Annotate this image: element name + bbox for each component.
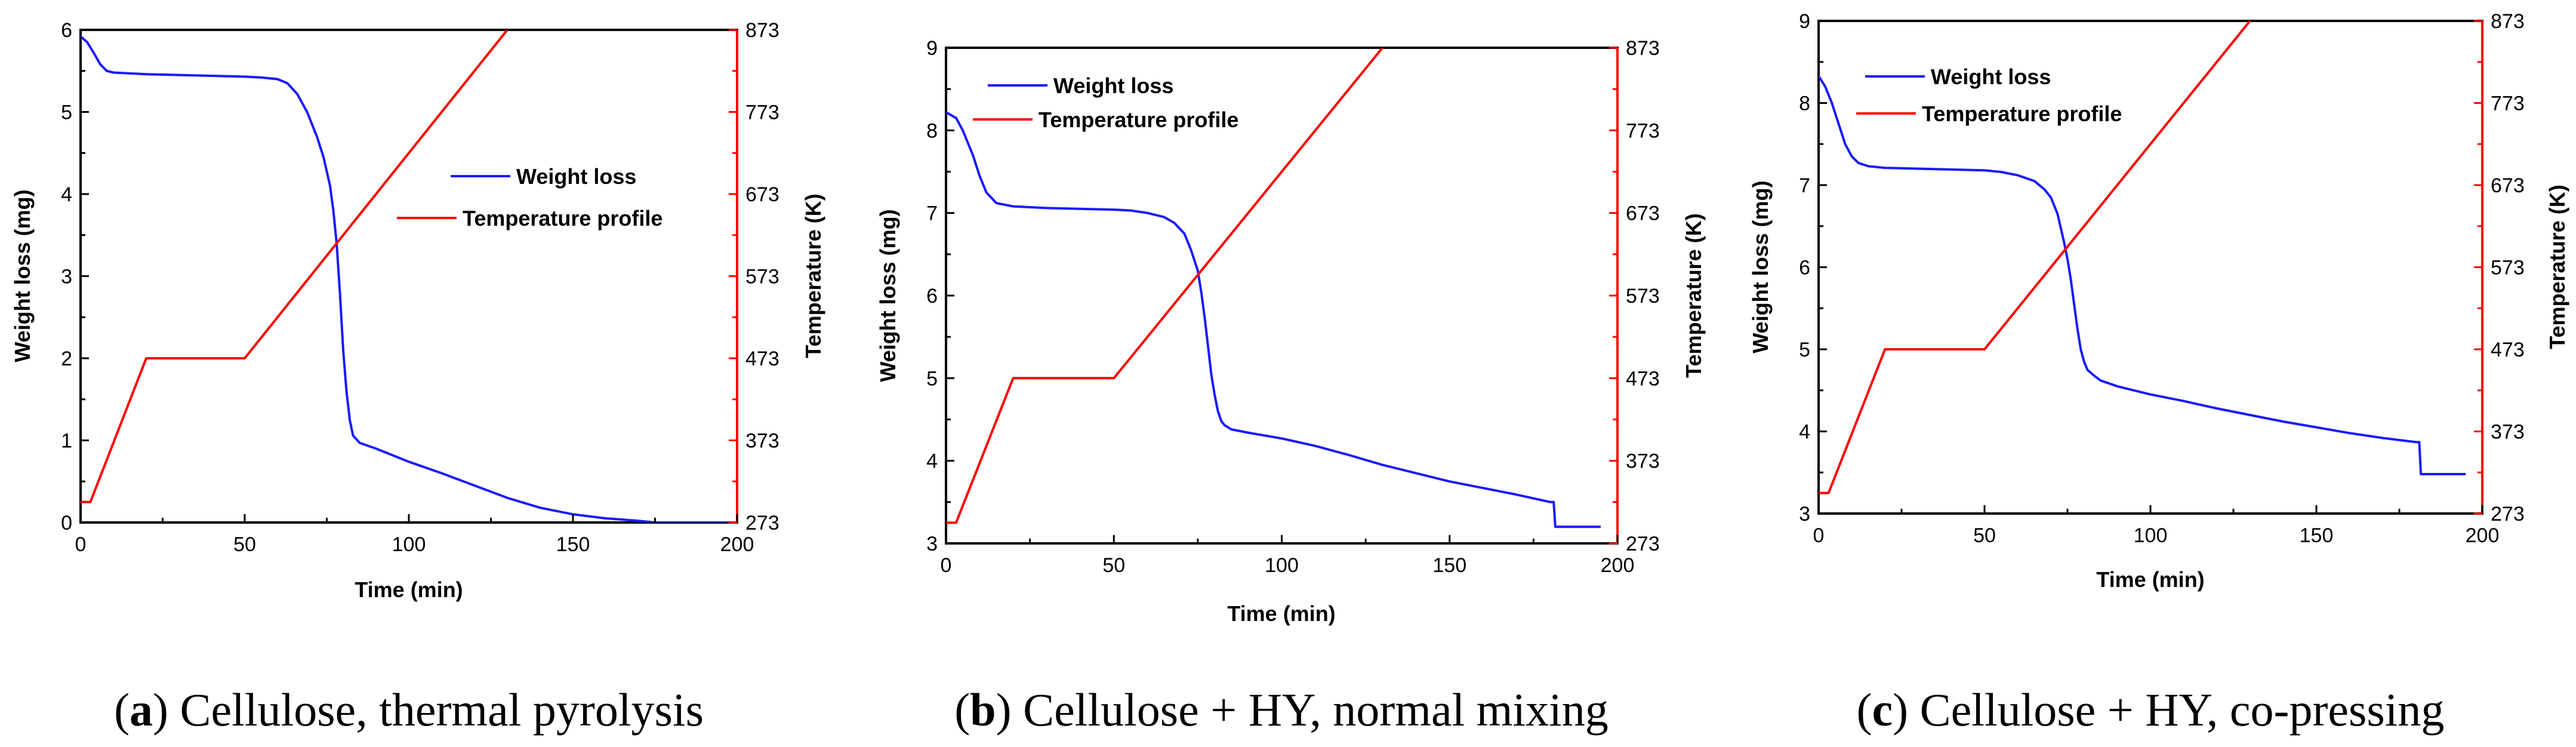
y-tick-label: 7	[1799, 174, 1810, 197]
y-axis-title: Weight loss (mg)	[876, 209, 900, 382]
y-tick-label: 6	[61, 19, 72, 42]
legend-label-weight-loss: Weight loss	[1053, 73, 1173, 98]
y2-tick-label: 273	[2491, 503, 2525, 525]
y-tick-label: 8	[1799, 93, 1810, 115]
legend-label-temperature-profile: Temperature profile	[463, 206, 663, 230]
x-tick-label: 150	[2300, 524, 2334, 547]
y-axis-title: Weight loss (mg)	[10, 189, 35, 362]
legend: Weight loss Temperature profile	[1856, 64, 2122, 126]
legend: Weight loss Temperature profile	[973, 73, 1238, 132]
y-tick-label: 4	[926, 450, 938, 473]
y2-tick-label: 873	[745, 19, 779, 42]
y2-tick-label: 673	[2491, 174, 2525, 197]
y2-axis-title: Temperature (K)	[801, 193, 825, 358]
weight-loss-line	[1819, 75, 2466, 475]
y-tick-label: 9	[1799, 10, 1810, 33]
x-tick-label: 50	[233, 533, 256, 556]
y-tick-label: 5	[926, 367, 938, 390]
y2-tick-label: 273	[745, 512, 779, 534]
y-tick-label: 7	[926, 202, 938, 225]
weight-loss-line	[81, 35, 737, 522]
x-tick-label: 0	[1813, 524, 1825, 547]
y2-tick-label: 673	[745, 183, 779, 206]
y2-tick-label: 273	[1626, 533, 1660, 555]
y-tick-label: 3	[926, 533, 938, 555]
x-tick-label: 200	[720, 533, 754, 556]
y2-axis-title: Temperature (K)	[2545, 185, 2569, 349]
x-tick-label: 50	[1102, 554, 1125, 577]
y-tick-label: 6	[1799, 257, 1810, 279]
temperature-profile-line	[1819, 21, 2251, 494]
y-tick-label: 6	[926, 285, 938, 308]
x-axis-title: Time (min)	[1227, 601, 1335, 626]
y-tick-label: 5	[61, 102, 72, 124]
x-axis-title: Time (min)	[355, 577, 463, 602]
y2-tick-label: 873	[1626, 37, 1660, 60]
y2-tick-label: 373	[2491, 421, 2525, 444]
legend-label-weight-loss: Weight loss	[1931, 64, 2051, 89]
x-tick-label: 0	[75, 533, 87, 556]
legend: Weight loss Temperature profile	[397, 164, 663, 230]
y2-tick-label: 673	[1626, 202, 1660, 225]
panel-caption: (b) Cellulose + HY, normal mixing	[954, 684, 1609, 736]
y-tick-label: 9	[926, 37, 938, 60]
legend-label-temperature-profile: Temperature profile	[1039, 107, 1238, 132]
y-tick-label: 4	[61, 183, 72, 206]
panel-caption: (a) Cellulose, thermal pyrolysis	[114, 684, 704, 736]
x-tick-label: 200	[2466, 524, 2500, 547]
x-tick-label: 200	[1601, 554, 1635, 577]
x-tick-label: 0	[941, 554, 952, 577]
x-axis-title: Time (min)	[2096, 567, 2204, 592]
y2-tick-label: 473	[2491, 339, 2525, 361]
temperature-profile-line	[81, 30, 509, 503]
y2-tick-label: 373	[745, 430, 779, 453]
y-tick-label: 8	[926, 119, 938, 142]
x-tick-label: 100	[2134, 524, 2168, 547]
chart-panel-a: 0 50 100 150 200 0 1 2 3 4 5 6 273 373 473 573 673 773 873…	[10, 19, 825, 736]
y2-tick-label: 573	[2491, 257, 2525, 279]
y-tick-label: 0	[61, 512, 72, 534]
y2-tick-label: 773	[745, 102, 779, 124]
y-tick-label: 1	[61, 430, 72, 453]
y-tick-label: 4	[1799, 421, 1810, 444]
y2-tick-label: 473	[745, 348, 779, 370]
y-axis-title: Weight loss (mg)	[1748, 180, 1773, 353]
weight-loss-line	[946, 111, 1601, 528]
y-tick-label: 3	[61, 266, 72, 288]
y2-tick-label: 473	[1626, 367, 1660, 390]
legend-label-temperature-profile: Temperature profile	[1922, 102, 2122, 126]
y2-tick-label: 773	[1626, 119, 1660, 142]
y2-tick-label: 873	[2491, 10, 2525, 33]
chart-panel-c: 0 50 100 150 200 3 4 5 6 7 8 9 273 373 473 573 673 773 873…	[1748, 10, 2569, 736]
y2-tick-label: 773	[2491, 93, 2525, 115]
x-tick-label: 150	[1432, 554, 1466, 577]
y-tick-label: 2	[61, 348, 72, 370]
x-tick-label: 150	[556, 533, 590, 556]
panel-caption: (c) Cellulose + HY, co-pressing	[1857, 684, 2445, 736]
y2-axis-title: Temperature (K)	[1681, 213, 1706, 377]
y2-tick-label: 573	[1626, 285, 1660, 308]
chart-panel-b: 0 50 100 150 200 3 4 5 6 7 8 9 273 373 473 573 673 773 873…	[876, 37, 1706, 736]
x-tick-label: 50	[1973, 524, 1996, 547]
x-tick-label: 100	[392, 533, 426, 556]
temperature-profile-line	[946, 48, 1383, 524]
y2-tick-label: 373	[1626, 450, 1660, 473]
legend-label-weight-loss: Weight loss	[516, 164, 636, 189]
y-tick-label: 5	[1799, 339, 1810, 361]
y-tick-label: 3	[1799, 503, 1810, 525]
y2-tick-label: 573	[745, 266, 779, 288]
x-tick-label: 100	[1265, 554, 1299, 577]
